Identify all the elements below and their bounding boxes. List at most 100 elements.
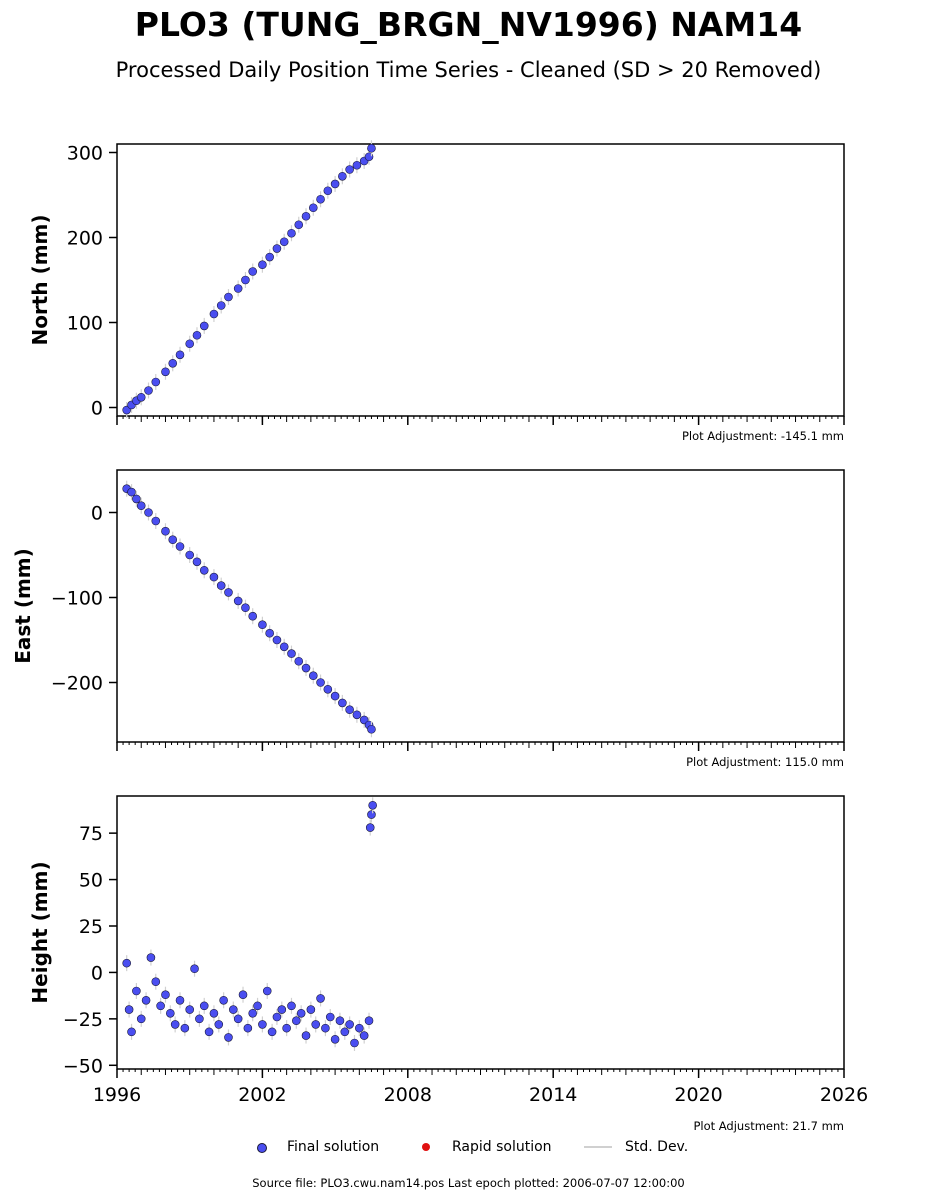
data-point bbox=[248, 267, 258, 276]
data-point bbox=[161, 990, 170, 1000]
panel-frame-2 bbox=[116, 469, 845, 743]
y-tick-label: 0 bbox=[91, 962, 103, 984]
data-point bbox=[204, 1027, 214, 1037]
x-tick-label: 2026 bbox=[820, 1084, 868, 1106]
data-point bbox=[122, 958, 131, 968]
data-point bbox=[151, 977, 161, 987]
data-point bbox=[233, 596, 243, 606]
data-point bbox=[321, 1023, 330, 1033]
data-point bbox=[316, 678, 325, 687]
data-point bbox=[265, 628, 274, 638]
y-axis-label: East (mm) bbox=[11, 548, 35, 664]
data-point bbox=[296, 1008, 306, 1018]
data-point bbox=[175, 995, 185, 1005]
x-tick-label: 2008 bbox=[384, 1084, 432, 1106]
data-point bbox=[335, 1016, 345, 1026]
data-point bbox=[233, 1014, 243, 1024]
y-tick-label: −100 bbox=[51, 588, 103, 610]
data-point bbox=[141, 995, 151, 1005]
data-point bbox=[330, 1034, 340, 1044]
data-point bbox=[166, 1008, 175, 1018]
data-point bbox=[355, 1023, 364, 1033]
data-point bbox=[185, 550, 194, 560]
data-point bbox=[311, 1020, 321, 1029]
data-point bbox=[238, 990, 248, 1000]
data-point bbox=[136, 501, 146, 511]
y-tick-label: 200 bbox=[67, 228, 103, 250]
legend: Final solution Rapid solution Std. Dev. bbox=[0, 1137, 937, 1159]
panel-frame-1 bbox=[116, 143, 845, 417]
data-point bbox=[241, 275, 250, 285]
data-point bbox=[199, 565, 209, 575]
legend-final-label: Final solution bbox=[287, 1139, 380, 1155]
y-axis-label: Height (mm) bbox=[28, 861, 52, 1003]
data-point bbox=[146, 953, 156, 962]
data-point bbox=[136, 1014, 146, 1024]
data-point bbox=[136, 392, 146, 402]
data-point bbox=[185, 1005, 194, 1014]
data-point bbox=[272, 635, 282, 645]
data-point bbox=[287, 1001, 296, 1011]
data-point bbox=[258, 1020, 267, 1029]
data-point bbox=[345, 705, 354, 715]
y-tick-label: 0 bbox=[91, 503, 103, 525]
data-point bbox=[192, 557, 202, 567]
data-point bbox=[265, 252, 274, 262]
data-point bbox=[323, 684, 333, 694]
data-point bbox=[294, 656, 304, 666]
data-point bbox=[308, 671, 318, 681]
data-point bbox=[340, 1027, 350, 1037]
panel-frame-3 bbox=[116, 795, 845, 1070]
data-point bbox=[168, 535, 178, 545]
data-point bbox=[229, 1005, 238, 1014]
data-point bbox=[359, 1031, 369, 1040]
data-point bbox=[272, 1012, 282, 1022]
data-point bbox=[258, 260, 267, 270]
data-point bbox=[367, 810, 376, 819]
data-point bbox=[219, 995, 228, 1005]
legend-final-marker bbox=[257, 1143, 267, 1153]
y-tick-label: −200 bbox=[51, 673, 103, 695]
data-point bbox=[282, 1023, 291, 1033]
data-point bbox=[365, 823, 375, 832]
data-point bbox=[161, 526, 170, 536]
data-point bbox=[262, 986, 272, 996]
data-point bbox=[352, 710, 362, 720]
y-axis-label: North (mm) bbox=[28, 214, 52, 345]
data-point bbox=[279, 237, 289, 247]
data-point bbox=[279, 642, 289, 652]
data-point bbox=[127, 487, 136, 497]
data-point bbox=[241, 603, 250, 613]
y-tick-label: −25 bbox=[63, 1009, 103, 1031]
data-point bbox=[156, 1001, 165, 1011]
data-point bbox=[224, 1033, 233, 1042]
data-point bbox=[170, 1020, 180, 1029]
data-point bbox=[338, 698, 347, 708]
data-point bbox=[316, 194, 325, 204]
x-tick-label: 2014 bbox=[529, 1084, 577, 1106]
y-tick-label: −50 bbox=[63, 1055, 103, 1077]
chart-subtitle: Processed Daily Position Time Series - C… bbox=[115, 58, 822, 82]
data-point bbox=[233, 284, 243, 293]
data-point bbox=[350, 1038, 359, 1048]
data-point bbox=[368, 800, 377, 810]
data-point bbox=[253, 1001, 262, 1011]
data-point bbox=[248, 1008, 258, 1018]
data-point bbox=[175, 350, 185, 360]
data-point bbox=[216, 301, 226, 310]
data-point bbox=[144, 386, 153, 395]
data-point bbox=[132, 494, 141, 504]
y-tick-label: 50 bbox=[79, 870, 103, 892]
data-point bbox=[175, 542, 185, 551]
data-point bbox=[330, 691, 340, 701]
y-tick-label: 100 bbox=[67, 313, 103, 335]
y-tick-label: 0 bbox=[91, 398, 103, 420]
data-point bbox=[132, 986, 141, 996]
data-point bbox=[168, 358, 178, 368]
data-point bbox=[272, 244, 282, 253]
data-point bbox=[214, 1020, 224, 1029]
data-point bbox=[216, 581, 226, 590]
data-point bbox=[338, 172, 347, 181]
data-point bbox=[180, 1023, 190, 1033]
data-point bbox=[364, 1016, 374, 1026]
